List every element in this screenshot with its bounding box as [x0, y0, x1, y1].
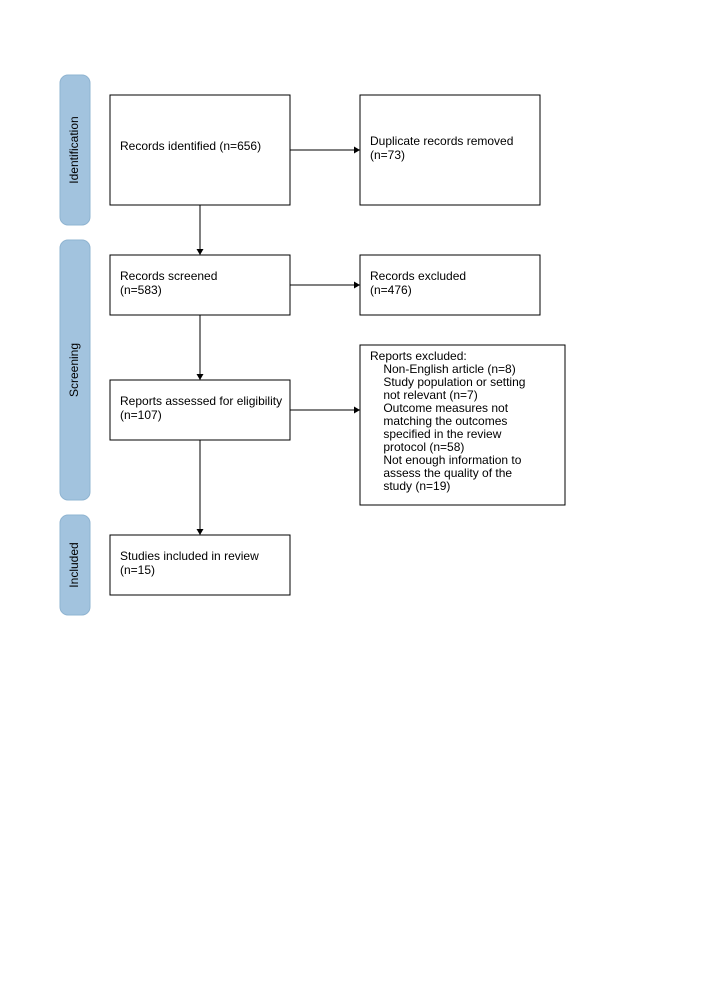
box-text-assessed-0: Reports assessed for eligibility: [120, 394, 282, 408]
box-duplicates: Duplicate records removed(n=73): [360, 95, 540, 205]
box-text-duplicates-1: (n=73): [370, 148, 405, 162]
box-included_box: Studies included in review(n=15): [110, 535, 290, 595]
box-text-reports_excluded-1: Non-English article (n=8): [370, 362, 516, 376]
box-text-duplicates-0: Duplicate records removed: [370, 134, 513, 148]
box-identified: Records identified (n=656): [110, 95, 290, 205]
box-excluded: Records excluded(n=476): [360, 255, 540, 315]
box-text-reports_excluded-0: Reports excluded:: [370, 349, 467, 363]
stage-included: Included: [60, 515, 90, 615]
box-text-screened-0: Records screened: [120, 269, 217, 283]
box-text-reports_excluded-10: study (n=19): [370, 479, 450, 493]
box-text-reports_excluded-3: not relevant (n=7): [370, 388, 478, 402]
stage-label-screening: Screening: [67, 343, 81, 397]
box-text-excluded-0: Records excluded: [370, 269, 466, 283]
box-text-identified-0: Records identified (n=656): [120, 139, 261, 153]
box-assessed: Reports assessed for eligibility(n=107): [110, 380, 290, 440]
box-text-reports_excluded-9: assess the quality of the: [370, 466, 512, 480]
box-text-screened-1: (n=583): [120, 283, 162, 297]
box-text-reports_excluded-6: specified in the review: [370, 427, 502, 441]
stage-label-identification: Identification: [67, 116, 81, 183]
box-text-reports_excluded-5: matching the outcomes: [370, 414, 507, 428]
box-reports_excluded: Reports excluded: Non-English article (n…: [360, 345, 565, 505]
box-screened: Records screened(n=583): [110, 255, 290, 315]
box-text-assessed-1: (n=107): [120, 408, 162, 422]
box-text-reports_excluded-7: protocol (n=58): [370, 440, 464, 454]
box-text-reports_excluded-2: Study population or setting: [370, 375, 525, 389]
box-text-included_box-1: (n=15): [120, 563, 155, 577]
prisma-flowchart: Identification Screening Included Records i…: [0, 0, 708, 1001]
box-text-reports_excluded-4: Outcome measures not: [370, 401, 509, 415]
box-text-excluded-1: (n=476): [370, 283, 412, 297]
stage-identification: Identification: [60, 75, 90, 225]
box-text-reports_excluded-8: Not enough information to: [370, 453, 522, 467]
stage-label-included: Included: [67, 542, 81, 587]
box-text-included_box-0: Studies included in review: [120, 549, 259, 563]
stage-screening: Screening: [60, 240, 90, 500]
